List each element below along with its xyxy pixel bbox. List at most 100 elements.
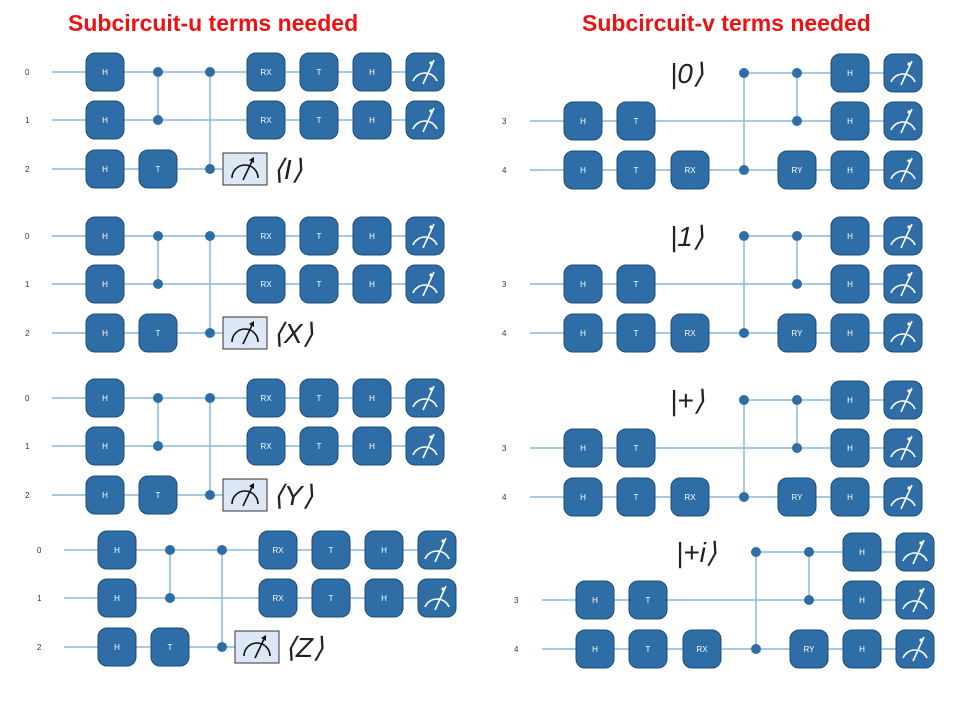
ry-gate: RY <box>777 150 817 190</box>
gate-label: H <box>592 645 598 654</box>
v-circuit-plus-i: 3 4 H T H T RX RY H H H |+i⟩ <box>514 532 935 669</box>
h-gate: H <box>830 53 870 93</box>
h-gate: H <box>830 477 870 517</box>
state-plus: |+⟩ <box>670 385 705 416</box>
h-gate: H <box>85 100 125 140</box>
t-gate: T <box>299 264 339 304</box>
gate-label: RX <box>260 280 272 289</box>
measure-icon <box>883 477 923 517</box>
gate-label: T <box>317 116 322 125</box>
v-circuit-0: 3 4 H T H T RX RY H H H |0⟩ <box>502 53 923 190</box>
gate-label: RY <box>792 166 804 175</box>
control-dot <box>792 68 802 78</box>
gate-label: H <box>369 68 375 77</box>
gate-label: RY <box>804 645 816 654</box>
gate-label: T <box>634 166 639 175</box>
h-gate: H <box>85 216 125 256</box>
h-gate: H <box>575 580 615 620</box>
h-gate: H <box>563 264 603 304</box>
h-gate: H <box>97 578 137 618</box>
measure-icon <box>405 378 445 418</box>
gate-label: RX <box>260 394 272 403</box>
h-gate: H <box>85 313 125 353</box>
gate-label: H <box>847 117 853 126</box>
control-dot <box>739 328 749 338</box>
gate-label: H <box>114 643 120 652</box>
measure-icon <box>883 101 923 141</box>
control-dot <box>153 393 163 403</box>
state-plus-i: |+i⟩ <box>676 537 717 568</box>
measure-icon <box>405 100 445 140</box>
h-gate: H <box>830 101 870 141</box>
h-gate: H <box>352 100 392 140</box>
control-dot <box>205 67 215 77</box>
t-gate: T <box>299 378 339 418</box>
gate-label: H <box>847 232 853 241</box>
rx-gate: RX <box>246 100 286 140</box>
ry-gate: RY <box>777 477 817 517</box>
gate-label: T <box>156 329 161 338</box>
control-dot <box>217 642 227 652</box>
control-dot <box>792 395 802 405</box>
gate-label: RX <box>272 546 284 555</box>
h-gate: H <box>830 264 870 304</box>
gate-label: RX <box>696 645 708 654</box>
measure-icon <box>883 264 923 304</box>
measure-icon <box>883 380 923 420</box>
t-gate: T <box>616 477 656 517</box>
gate-label: RX <box>260 116 272 125</box>
ry-gate: RY <box>777 313 817 353</box>
gate-label: T <box>646 596 651 605</box>
t-gate: T <box>311 530 351 570</box>
control-dot <box>739 492 749 502</box>
h-gate: H <box>85 52 125 92</box>
t-gate: T <box>299 426 339 466</box>
rx-gate: RX <box>670 150 710 190</box>
control-dot <box>739 165 749 175</box>
rx-gate: RX <box>246 426 286 466</box>
rx-gate: RX <box>246 52 286 92</box>
gate-label: H <box>102 491 108 500</box>
gate-label: T <box>168 643 173 652</box>
subcircuit-u-title: Subcircuit-u terms needed <box>68 10 359 36</box>
gate-label: H <box>847 329 853 338</box>
gate-label: T <box>317 394 322 403</box>
gate-label: H <box>580 329 586 338</box>
gate-label: H <box>114 594 120 603</box>
h-gate: H <box>830 313 870 353</box>
measure-icon <box>405 216 445 256</box>
qubit-label: 0 <box>37 546 42 555</box>
control-dot <box>739 231 749 241</box>
rx-gate: RX <box>258 578 298 618</box>
qubit-label: 4 <box>502 329 507 338</box>
qubit-label: 0 <box>25 394 30 403</box>
gate-label: RX <box>684 329 696 338</box>
control-dot <box>792 443 802 453</box>
control-dot <box>739 395 749 405</box>
expectation-X: ⟨X⟩ <box>273 318 314 349</box>
gate-label: T <box>317 442 322 451</box>
measure-icon <box>895 629 935 669</box>
u-circuit-Y: 0 1 2 H H H T RX T H RX T H ⟨Y⟩ <box>25 378 445 515</box>
control-dot <box>205 490 215 500</box>
rx-gate: RX <box>670 477 710 517</box>
gate-label: H <box>102 165 108 174</box>
rx-gate: RX <box>670 313 710 353</box>
h-gate: H <box>563 313 603 353</box>
t-gate: T <box>628 580 668 620</box>
gate-label: H <box>114 546 120 555</box>
h-gate: H <box>830 428 870 468</box>
h-gate: H <box>85 475 125 515</box>
gate-label: H <box>859 596 865 605</box>
t-gate: T <box>299 216 339 256</box>
rx-gate: RX <box>246 216 286 256</box>
gate-label: RX <box>260 232 272 241</box>
h-gate: H <box>563 150 603 190</box>
t-gate: T <box>299 52 339 92</box>
t-gate: T <box>138 475 178 515</box>
qubit-label: 0 <box>25 232 30 241</box>
h-gate: H <box>352 52 392 92</box>
qubit-label: 2 <box>25 165 30 174</box>
control-dot <box>153 441 163 451</box>
control-dot <box>792 231 802 241</box>
